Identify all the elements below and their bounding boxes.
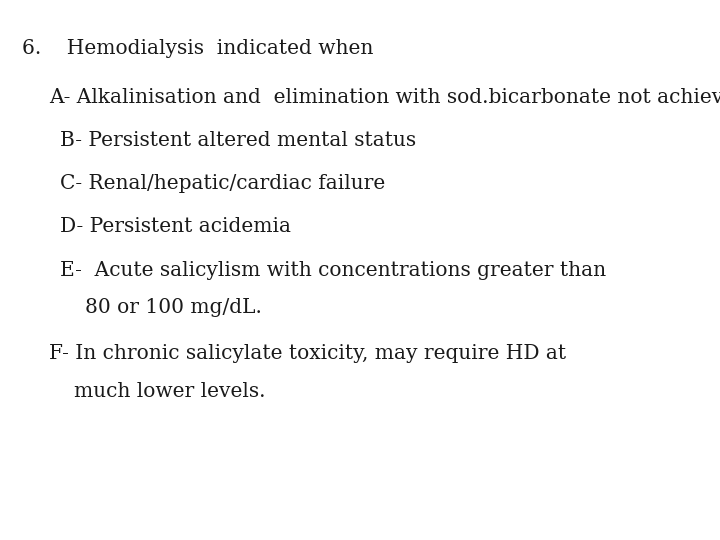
Text: C- Renal/hepatic/cardiac failure: C- Renal/hepatic/cardiac failure (60, 174, 385, 193)
Text: E-  Acute salicylism with concentrations greater than: E- Acute salicylism with concentrations … (60, 260, 606, 280)
Text: A- Alkalinisation and  elimination with sod.bicarbonate not achieved.: A- Alkalinisation and elimination with s… (49, 87, 720, 107)
Text: 6.    Hemodialysis  indicated when: 6. Hemodialysis indicated when (22, 39, 373, 58)
Text: 80 or 100 mg/dL.: 80 or 100 mg/dL. (85, 298, 262, 318)
Text: much lower levels.: much lower levels. (74, 382, 266, 401)
Text: F- In chronic salicylate toxicity, may require HD at: F- In chronic salicylate toxicity, may r… (49, 344, 566, 363)
Text: B- Persistent altered mental status: B- Persistent altered mental status (60, 131, 416, 150)
Text: D- Persistent acidemia: D- Persistent acidemia (60, 217, 291, 237)
